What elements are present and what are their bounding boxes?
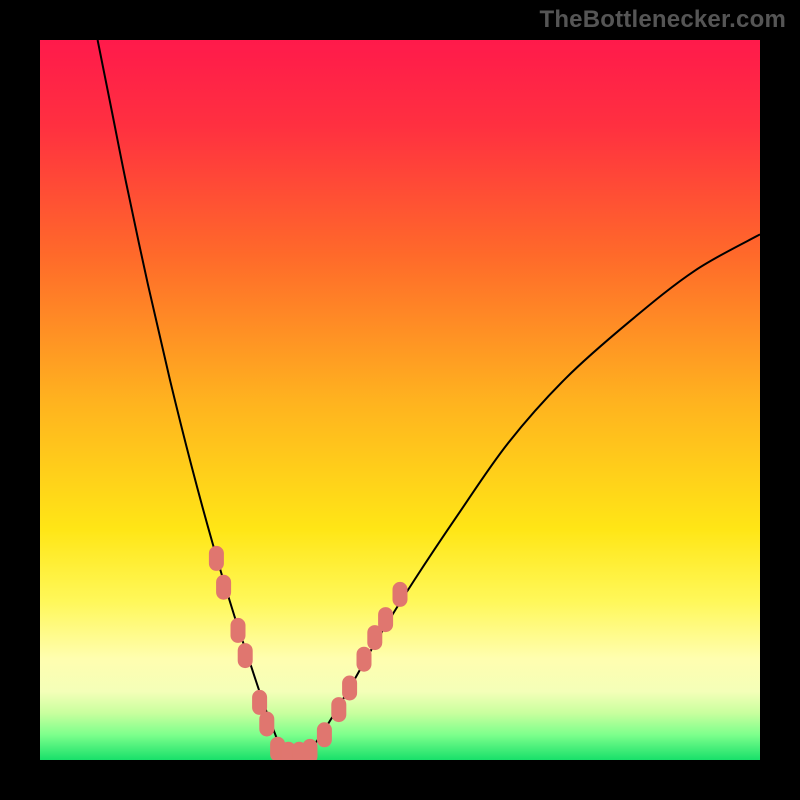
curve-marker <box>393 582 407 606</box>
curve-marker <box>317 723 331 747</box>
watermark-text: TheBottlenecker.com <box>539 6 786 34</box>
figure-root: TheBottlenecker.com <box>0 0 800 800</box>
curve-marker <box>209 546 223 570</box>
curve-marker <box>357 647 371 671</box>
curve-marker <box>217 575 231 599</box>
gradient-background <box>40 40 760 760</box>
curve-marker <box>303 739 317 760</box>
curve-marker <box>253 690 267 714</box>
curve-marker <box>260 712 274 736</box>
chart-canvas <box>40 40 760 760</box>
curve-marker <box>332 698 346 722</box>
plot-area <box>40 40 760 760</box>
curve-marker <box>379 608 393 632</box>
curve-marker <box>238 644 252 668</box>
curve-marker <box>343 676 357 700</box>
curve-marker <box>231 618 245 642</box>
